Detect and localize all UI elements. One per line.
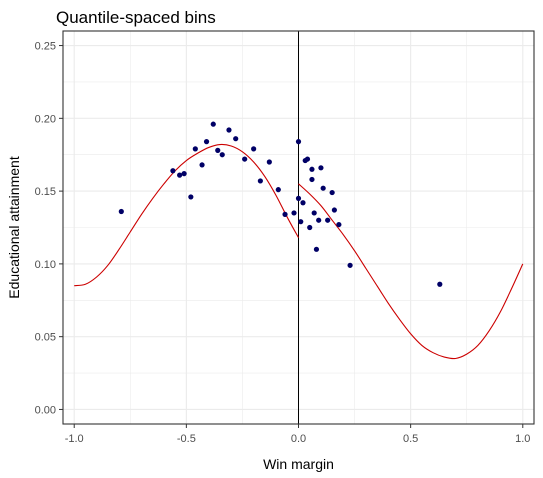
data-point	[192, 146, 198, 152]
data-point	[266, 159, 272, 165]
x-axis-ticks: -1.0 -0.5 0.0 0.5 1.0	[65, 424, 530, 445]
fit-curve-left	[74, 143, 299, 287]
data-point	[313, 246, 320, 252]
data-point	[316, 217, 322, 223]
data-point	[325, 217, 331, 223]
data-point	[170, 168, 176, 174]
x-tick-label: -0.5	[177, 433, 196, 445]
y-tick-label: 0.25	[35, 41, 56, 53]
data-point	[242, 156, 248, 162]
data-point	[336, 221, 342, 228]
y-tick-label: 0.10	[35, 259, 56, 271]
data-point	[320, 185, 326, 191]
data-point	[226, 127, 232, 133]
data-point	[181, 171, 187, 177]
data-point	[177, 172, 183, 178]
data-point	[347, 262, 353, 268]
data-point	[210, 121, 216, 127]
data-point	[309, 176, 315, 183]
data-point	[199, 162, 205, 168]
data-point	[309, 166, 315, 172]
data-point	[233, 136, 239, 142]
data-point	[329, 189, 335, 196]
x-tick-label: 1.0	[515, 433, 530, 445]
y-axis-ticks: 0.00 0.05 0.10 0.15 0.20 0.25	[35, 41, 63, 416]
y-tick-label: 0.15	[35, 186, 56, 198]
y-tick-label: 0.20	[35, 113, 56, 125]
data-point	[311, 210, 317, 216]
x-tick-label: 0.0	[291, 433, 306, 445]
data-point	[331, 207, 337, 213]
data-point	[251, 146, 257, 152]
y-axis-title: Educational attainment	[6, 156, 22, 299]
y-tick-label: 0.00	[35, 404, 56, 416]
data-point	[437, 281, 443, 287]
data-point	[318, 165, 324, 171]
data-point	[295, 195, 302, 201]
data-point	[300, 200, 306, 206]
data-point	[203, 139, 210, 145]
chart-title: Quantile-spaced bins	[56, 8, 216, 27]
data-point	[257, 178, 263, 184]
data-point	[295, 139, 302, 145]
data-points	[118, 121, 443, 287]
data-point	[219, 152, 225, 158]
data-point	[307, 224, 313, 231]
x-tick-label: -1.0	[65, 433, 84, 445]
data-point	[275, 187, 281, 193]
x-tick-label: 0.5	[403, 433, 418, 445]
data-point	[291, 210, 297, 216]
data-point	[188, 194, 194, 200]
data-point	[118, 208, 124, 215]
data-point	[298, 219, 304, 225]
data-point	[215, 147, 221, 153]
fit-curve-right	[298, 183, 524, 360]
x-axis-title: Win margin	[263, 456, 334, 472]
data-point	[304, 156, 311, 162]
y-tick-label: 0.05	[35, 332, 56, 344]
data-point	[282, 211, 288, 217]
